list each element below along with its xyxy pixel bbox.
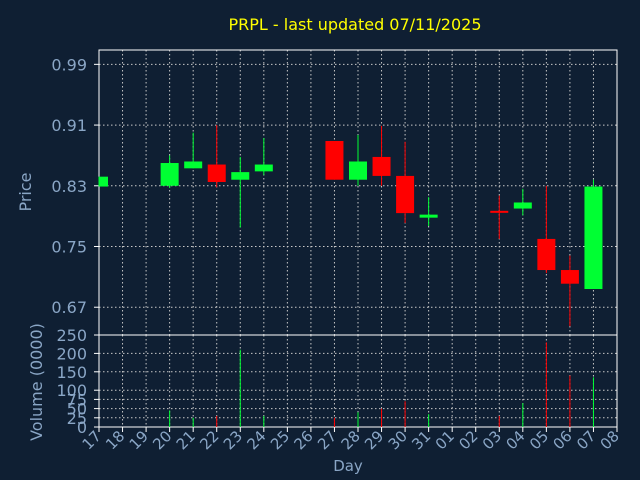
volume-tick-label: 25 [67, 409, 87, 428]
x-tick-label: 18 [102, 427, 128, 453]
price-panel: 0.67 0.75 0.83 0.91 0.99 [51, 49, 618, 336]
x-tick-label: 31 [408, 427, 434, 453]
price-axis-label: Price [16, 172, 35, 211]
candle-body [372, 156, 391, 176]
price-tick-label: 0.99 [51, 55, 87, 74]
chart-title: PRPL - last updated 07/11/2025 [228, 15, 481, 34]
candle-body [396, 175, 415, 214]
candle-body [184, 161, 203, 169]
x-tick-label: 08 [597, 427, 623, 453]
candle-body [325, 141, 344, 180]
x-tick-label: 06 [550, 427, 576, 453]
x-axis-label: Day [333, 457, 363, 475]
x-tick-label: 28 [338, 427, 364, 453]
candle-body [513, 202, 532, 209]
price-tick-label: 0.83 [51, 177, 87, 196]
x-tick-label: 02 [455, 427, 481, 453]
volume-tick-label: 200 [56, 344, 87, 363]
x-tick-label: 25 [267, 427, 293, 453]
x-tick-label: 19 [126, 427, 152, 453]
volume-tick-label: 150 [56, 363, 87, 382]
candle-body [419, 214, 438, 218]
candle-body [160, 163, 179, 186]
volume-tick-label: 75 [67, 390, 87, 409]
candle-body [490, 210, 509, 213]
volume-axis-label: Volume (0000) [27, 323, 46, 441]
x-tick-label: 01 [432, 427, 458, 453]
x-tick-label: 22 [196, 427, 222, 453]
volume-tick-label: 100 [56, 381, 87, 400]
x-tick-label: 03 [479, 427, 505, 453]
x-tick-label: 21 [173, 427, 199, 453]
x-tick-label: 07 [573, 427, 599, 453]
volume-tick-label: 50 [67, 400, 87, 419]
candle-body [99, 176, 108, 187]
x-tick-label: 04 [502, 427, 528, 453]
x-tick-label: 23 [220, 427, 246, 453]
candle-body [254, 164, 273, 172]
candle-body [349, 161, 367, 180]
x-tick-label: 24 [243, 427, 269, 453]
price-tick-label: 0.91 [51, 116, 87, 135]
candle-body [560, 270, 579, 284]
x-tick-label: 20 [149, 427, 175, 453]
candle-body [207, 164, 226, 182]
x-tick-label: 05 [526, 427, 552, 453]
x-axis: 1718192021222324252627282930310102030405… [79, 427, 623, 453]
x-tick-label: 29 [361, 427, 387, 453]
price-tick-label: 0.67 [51, 298, 87, 317]
candle-body [584, 186, 603, 290]
x-tick-label: 26 [291, 427, 317, 453]
price-tick-label: 0.75 [51, 238, 87, 257]
candle-body [231, 172, 250, 180]
volume-tick-label: 250 [56, 326, 87, 345]
volume-tick-label: 0 [77, 418, 87, 437]
x-tick-label: 30 [385, 427, 411, 453]
x-tick-label: 27 [314, 427, 340, 453]
candle-body [537, 238, 556, 271]
price-frame [98, 49, 618, 336]
